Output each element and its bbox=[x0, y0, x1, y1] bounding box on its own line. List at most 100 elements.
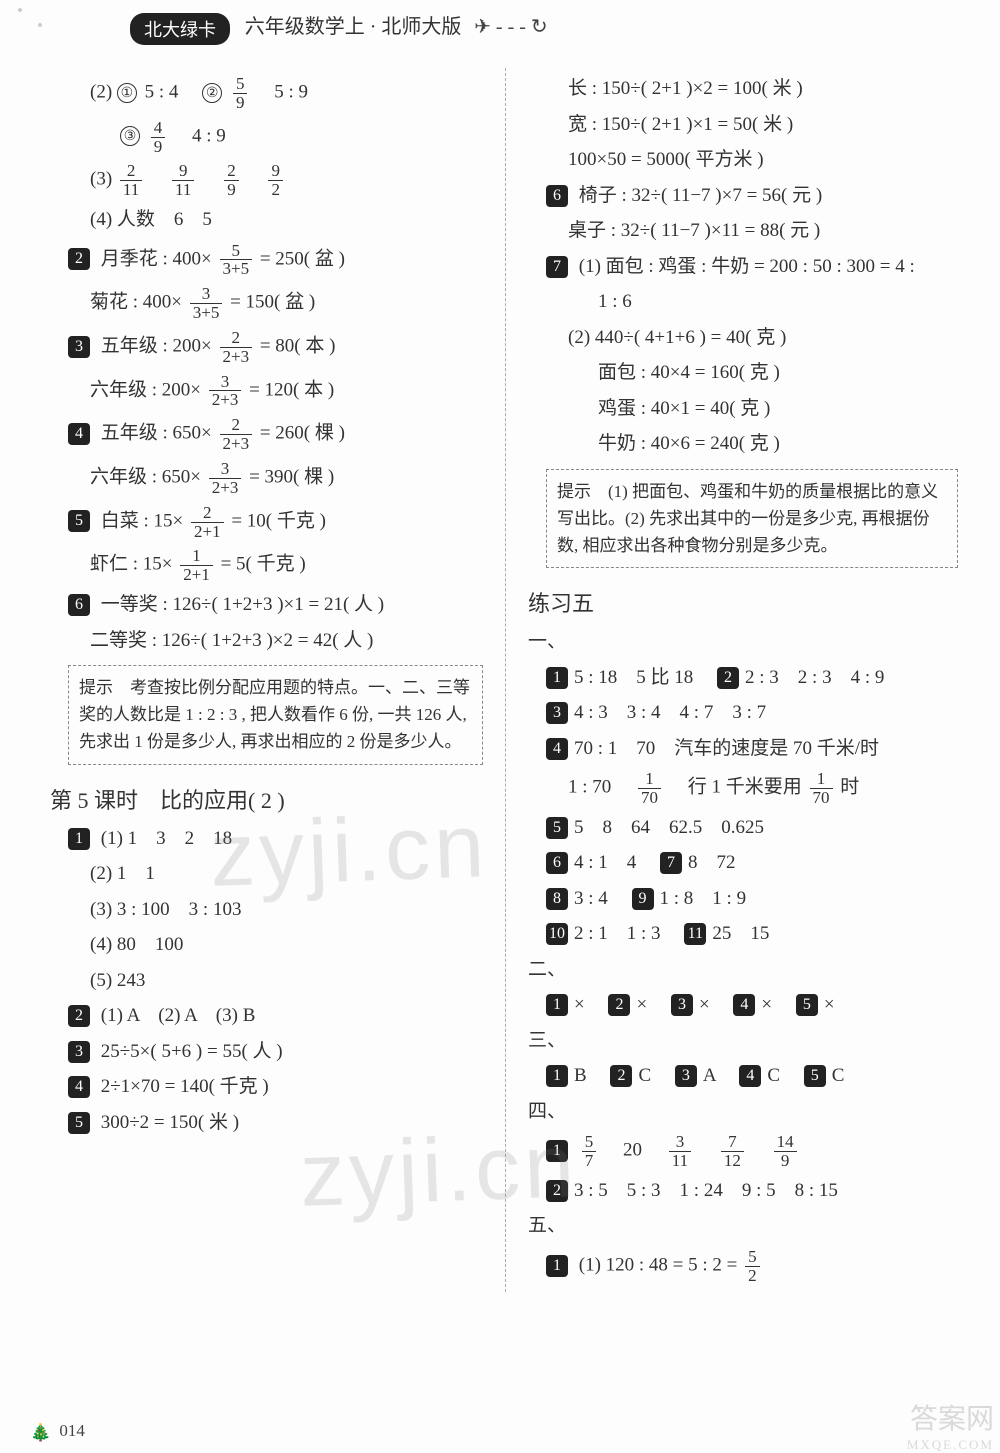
text: 70 : 1 70 汽车的速度是 70 千米/时 bbox=[574, 738, 879, 759]
text: C bbox=[767, 1065, 799, 1086]
text: × bbox=[574, 994, 604, 1015]
text: = 120( 本 ) bbox=[249, 379, 334, 400]
ans-line: 桌子 : 32÷( 11−7 )×11 = 88( 元 ) bbox=[528, 217, 962, 246]
text: = 5( 千克 ) bbox=[221, 554, 306, 575]
text: = 80( 本 ) bbox=[260, 336, 336, 357]
fraction: 170 bbox=[810, 770, 833, 807]
item-badge: 8 bbox=[546, 888, 568, 910]
item-badge: 1 bbox=[546, 667, 568, 689]
item-badge: 2 bbox=[608, 994, 630, 1016]
ans-line: 长 : 150÷( 2+1 )×2 = 100( 米 ) bbox=[528, 75, 962, 104]
text: 1 : 8 1 : 9 bbox=[660, 888, 747, 909]
item-badge: 4 bbox=[68, 423, 90, 445]
ans-line: 4 五年级 : 650× 22+3 = 260( 棵 ) bbox=[50, 416, 487, 453]
section-title: 练习五 bbox=[528, 586, 962, 618]
group-heading: 五、 bbox=[528, 1212, 962, 1241]
text: 20 bbox=[604, 1140, 661, 1161]
circled-2: ② bbox=[202, 83, 222, 103]
fraction: 49 bbox=[151, 119, 166, 156]
text: 3 : 5 5 : 3 1 : 24 9 : 5 8 : 15 bbox=[574, 1180, 838, 1201]
ans-line: 面包 : 40×4 = 160( 克 ) bbox=[528, 359, 962, 388]
text: × bbox=[761, 994, 791, 1015]
text: 一等奖 : 126÷( 1+2+3 )×1 = 21( 人 ) bbox=[101, 594, 384, 615]
ans-line: 15 : 18 5 比 18 22 : 3 2 : 3 4 : 9 bbox=[528, 664, 962, 693]
item-badge: 1 bbox=[68, 828, 90, 850]
item-badge: 5 bbox=[68, 1112, 90, 1134]
series-badge: 北大绿卡 bbox=[130, 13, 230, 45]
item-badge: 5 bbox=[796, 994, 818, 1016]
text: = 150( 盆 ) bbox=[230, 292, 315, 313]
ans-line: 虾仁 : 15× 12+1 = 5( 千克 ) bbox=[50, 547, 487, 584]
fraction: 32+3 bbox=[209, 373, 242, 410]
ans-line: (2) 1 1 bbox=[50, 860, 487, 889]
item-badge: 2 bbox=[68, 1005, 90, 1027]
group-heading: 一、 bbox=[528, 628, 962, 657]
ans-line: 3 五年级 : 200× 22+3 = 80( 本 ) bbox=[50, 329, 487, 366]
fraction: 149 bbox=[774, 1133, 797, 1170]
text: (2) bbox=[90, 82, 117, 103]
text: = 260( 棵 ) bbox=[260, 423, 345, 444]
ans-line: 4 2÷1×70 = 140( 千克 ) bbox=[50, 1073, 487, 1102]
item-badge: 7 bbox=[546, 256, 568, 278]
text: 椅子 : 32÷( 11−7 )×7 = 56( 元 ) bbox=[579, 185, 822, 206]
item-badge: 4 bbox=[739, 1065, 761, 1087]
fraction: 12+1 bbox=[180, 547, 213, 584]
text: 时 bbox=[840, 777, 859, 798]
ans-line: 1 : 70 170 行 1 千米要用 170 时 bbox=[528, 770, 962, 807]
ans-line: ③ 49 4 : 9 bbox=[50, 119, 487, 156]
text: 25 15 bbox=[712, 923, 769, 944]
text: 白菜 : 15× bbox=[101, 510, 184, 531]
ans-line: 5 白菜 : 15× 22+1 = 10( 千克 ) bbox=[50, 504, 487, 541]
ans-line: 1 57 20 311 712 149 bbox=[528, 1133, 962, 1170]
item-badge: 4 bbox=[733, 994, 755, 1016]
group-heading: 四、 bbox=[528, 1098, 962, 1127]
fraction: 53+5 bbox=[220, 242, 253, 279]
ans-line: (3) 211 911 29 92 bbox=[50, 162, 487, 199]
ans-line: 鸡蛋 : 40×1 = 40( 克 ) bbox=[528, 395, 962, 424]
text: 25÷5×( 5+6 ) = 55( 人 ) bbox=[101, 1041, 283, 1062]
ans-line: 1 (1) 120 : 48 = 5 : 2 = 52 bbox=[528, 1248, 962, 1285]
text: (1) 1 3 2 18 bbox=[101, 828, 232, 849]
ans-line: 34 : 3 3 : 4 4 : 7 3 : 7 bbox=[528, 699, 962, 728]
ans-line: 64 : 1 4 78 72 bbox=[528, 849, 962, 878]
ans-line: 4 70 : 1 70 汽车的速度是 70 千米/时 bbox=[528, 735, 962, 764]
text: B bbox=[574, 1065, 606, 1086]
text: (1) A (2) A (3) B bbox=[101, 1005, 256, 1026]
fraction: 32+3 bbox=[209, 460, 242, 497]
fraction: 92 bbox=[268, 162, 283, 199]
plane-icon: ✈ - - - ↻ bbox=[474, 14, 548, 39]
text: 2 : 3 2 : 3 4 : 9 bbox=[745, 667, 884, 688]
header-decoration bbox=[0, 0, 100, 50]
text: 300÷2 = 150( 米 ) bbox=[101, 1112, 239, 1133]
ans-line: 1 : 6 bbox=[528, 288, 962, 317]
ans-line: 宽 : 150÷( 2+1 )×1 = 50( 米 ) bbox=[528, 111, 962, 140]
item-badge: 2 bbox=[717, 667, 739, 689]
fraction: 911 bbox=[172, 162, 194, 199]
ans-line: 菊花 : 400× 33+5 = 150( 盆 ) bbox=[50, 285, 487, 322]
text: × bbox=[824, 994, 835, 1015]
fraction: 211 bbox=[120, 162, 142, 199]
fraction: 59 bbox=[233, 75, 248, 112]
item-badge: 1 bbox=[546, 1065, 568, 1087]
fraction: 22+1 bbox=[191, 504, 224, 541]
item-badge: 2 bbox=[546, 1180, 568, 1202]
fraction: 22+3 bbox=[220, 329, 253, 366]
ans-line: 7 (1) 面包 : 鸡蛋 : 牛奶 = 200 : 50 : 300 = 4 … bbox=[528, 253, 962, 282]
text: 4 : 1 4 bbox=[574, 852, 655, 873]
item-badge: 1 bbox=[546, 994, 568, 1016]
text: = 390( 棵 ) bbox=[249, 467, 334, 488]
item-badge: 4 bbox=[546, 738, 568, 760]
book-title: 六年级数学上 · 北师大版 bbox=[245, 10, 462, 39]
ans-line: (4) 人数 6 5 bbox=[50, 206, 487, 235]
ans-line: 2 (1) A (2) A (3) B bbox=[50, 1002, 487, 1031]
ans-line: 牛奶 : 40×6 = 240( 克 ) bbox=[528, 430, 962, 459]
item-badge: 6 bbox=[546, 852, 568, 874]
footer-icon: 🎄 bbox=[30, 1423, 51, 1443]
text: (1) 面包 : 鸡蛋 : 牛奶 = 200 : 50 : 300 = 4 : bbox=[579, 256, 915, 277]
page-header: 北大绿卡 六年级数学上 · 北师大版 ✈ - - - ↻ bbox=[0, 0, 1000, 60]
item-badge: 11 bbox=[684, 923, 706, 945]
text: 8 72 bbox=[688, 852, 736, 873]
item-badge: 4 bbox=[68, 1076, 90, 1098]
text: 2 : 1 1 : 3 bbox=[574, 923, 680, 944]
item-badge: 5 bbox=[546, 817, 568, 839]
